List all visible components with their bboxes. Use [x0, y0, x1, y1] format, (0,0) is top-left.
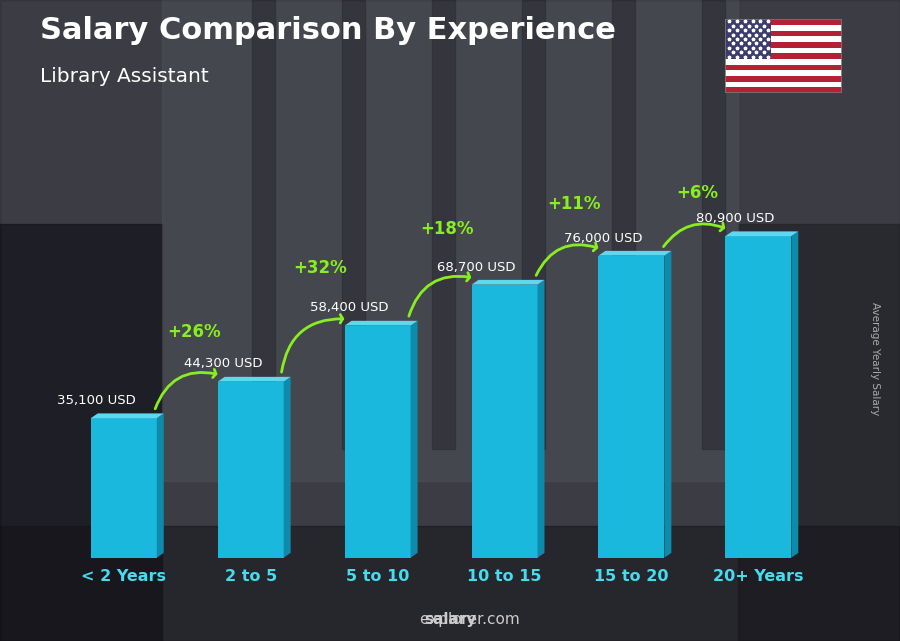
Bar	[598, 256, 664, 558]
Text: salary: salary	[424, 612, 476, 627]
Bar	[702, 0, 724, 449]
Bar	[724, 81, 842, 87]
Text: +32%: +32%	[293, 259, 347, 277]
Text: +11%: +11%	[547, 195, 601, 213]
Bar	[724, 53, 842, 59]
Bar	[724, 19, 842, 25]
Polygon shape	[664, 251, 671, 558]
Text: explorer.com: explorer.com	[381, 612, 519, 627]
Text: +26%: +26%	[166, 323, 220, 341]
Text: 44,300 USD: 44,300 USD	[184, 358, 262, 370]
Bar	[472, 285, 537, 558]
Text: Salary Comparison By Experience: Salary Comparison By Experience	[40, 16, 616, 45]
Bar	[432, 0, 454, 449]
Bar	[724, 59, 842, 65]
Polygon shape	[345, 320, 418, 326]
Bar	[0, 526, 900, 641]
Polygon shape	[537, 280, 544, 558]
Polygon shape	[157, 413, 164, 558]
Polygon shape	[598, 251, 671, 256]
Bar	[724, 25, 842, 31]
Bar	[724, 31, 842, 37]
Bar	[725, 236, 791, 558]
Bar	[724, 19, 771, 59]
Bar	[724, 76, 842, 81]
Bar	[612, 0, 634, 449]
Bar	[724, 42, 842, 47]
Text: +18%: +18%	[420, 220, 474, 238]
Polygon shape	[218, 377, 291, 381]
Text: 35,100 USD: 35,100 USD	[57, 394, 135, 407]
Polygon shape	[725, 231, 798, 236]
Text: 68,700 USD: 68,700 USD	[437, 260, 516, 274]
Polygon shape	[791, 231, 798, 558]
Text: +6%: +6%	[677, 183, 718, 201]
Bar	[162, 0, 738, 481]
Polygon shape	[284, 377, 291, 558]
Bar	[345, 326, 410, 558]
Bar	[218, 381, 284, 558]
Bar	[0, 224, 162, 641]
Polygon shape	[91, 413, 164, 418]
Bar	[724, 37, 842, 42]
Text: Library Assistant: Library Assistant	[40, 67, 209, 87]
Bar	[738, 224, 900, 641]
Text: 58,400 USD: 58,400 USD	[310, 301, 389, 315]
Bar	[724, 65, 842, 71]
Bar	[724, 47, 842, 53]
Bar	[342, 0, 364, 449]
Bar	[724, 71, 842, 76]
Bar	[252, 0, 274, 449]
Polygon shape	[410, 320, 418, 558]
Bar	[91, 418, 157, 558]
Polygon shape	[472, 280, 544, 285]
Bar	[522, 0, 544, 449]
Text: 76,000 USD: 76,000 USD	[564, 231, 643, 244]
Text: Average Yearly Salary: Average Yearly Salary	[870, 303, 880, 415]
Text: 80,900 USD: 80,900 USD	[697, 212, 775, 225]
Bar	[724, 87, 842, 93]
